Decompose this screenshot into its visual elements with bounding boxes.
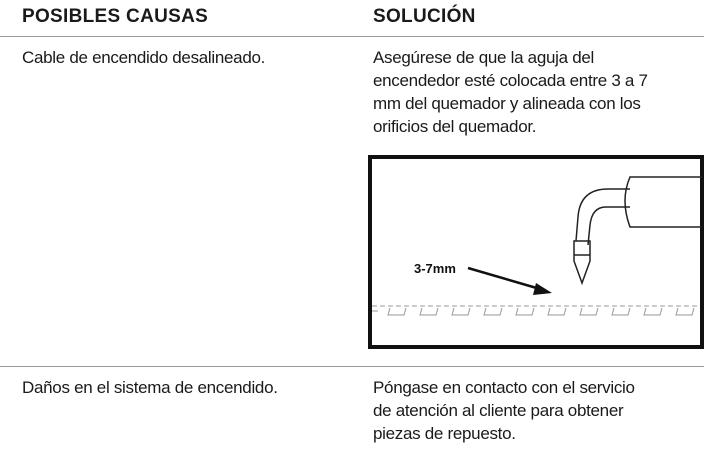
text-line: de atención al cliente para obtener [373, 401, 624, 420]
igniter-needle [573, 176, 702, 286]
cause-text: Daños en el sistema de encendido. [22, 378, 278, 397]
text-line: orificios del quemador. [373, 117, 537, 136]
ignition-diagram: 3-7mm [368, 155, 704, 349]
column-header: POSIBLES CAUSAS [22, 6, 209, 27]
burner [372, 305, 698, 316]
text-line: Asegúrese de que la aguja del [373, 48, 594, 67]
figure-label: 3-7mm [414, 261, 456, 276]
row-rule [0, 366, 704, 367]
arrow [467, 266, 552, 295]
column-header: SOLUCIÓN [373, 6, 476, 27]
solution-text: Póngase en contacto con el servicio de at… [373, 376, 635, 445]
text-line: Póngase en contacto con el servicio [373, 378, 635, 397]
text-line: mm del quemador y alineada con los [373, 94, 641, 113]
solution-text: Asegúrese de que la aguja del encendedor … [373, 46, 648, 138]
cause-text: Cable de encendido desalineado. [22, 48, 266, 67]
text-line: encendedor esté colocada entre 3 a 7 [373, 71, 648, 90]
text-line: piezas de repuesto. [373, 424, 516, 443]
header-rule [0, 36, 704, 37]
diagram-frame [368, 155, 704, 349]
